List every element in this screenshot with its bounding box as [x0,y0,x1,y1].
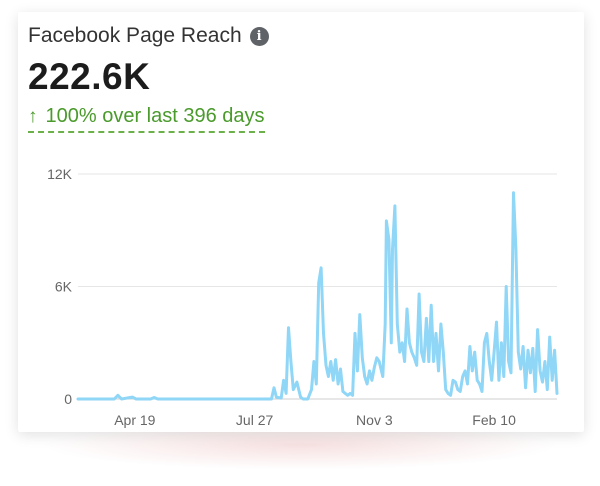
change-text: 100% over last 396 days [45,105,265,127]
y-tick-label: 0 [64,391,72,407]
series-layer [76,191,559,401]
card-header: Facebook Page Reach i [28,24,269,48]
x-tick-label: Jul 27 [236,412,274,428]
info-icon[interactable]: i [249,26,269,46]
y-tick-label: 6K [55,279,73,295]
y-tick-label: 12K [47,166,73,182]
x-tick-label: Nov 3 [356,412,393,428]
x-axis-ticks: Apr 19 Jul 27 Nov 3 Feb 10 [114,412,516,428]
series-line-0 [76,191,559,401]
x-tick-label: Apr 19 [114,412,155,428]
x-tick-label: Feb 10 [472,412,516,428]
change-indicator[interactable]: ↑ 100% over last 396 days [28,105,265,133]
reach-card: Facebook Page Reach i 222.6K ↑ 100% over… [18,12,584,432]
card-title: Facebook Page Reach [28,24,242,47]
y-axis-ticks: 0 6K 12K [47,166,73,407]
reach-value: 222.6K [28,56,151,97]
arrow-up-icon: ↑ [28,105,38,127]
